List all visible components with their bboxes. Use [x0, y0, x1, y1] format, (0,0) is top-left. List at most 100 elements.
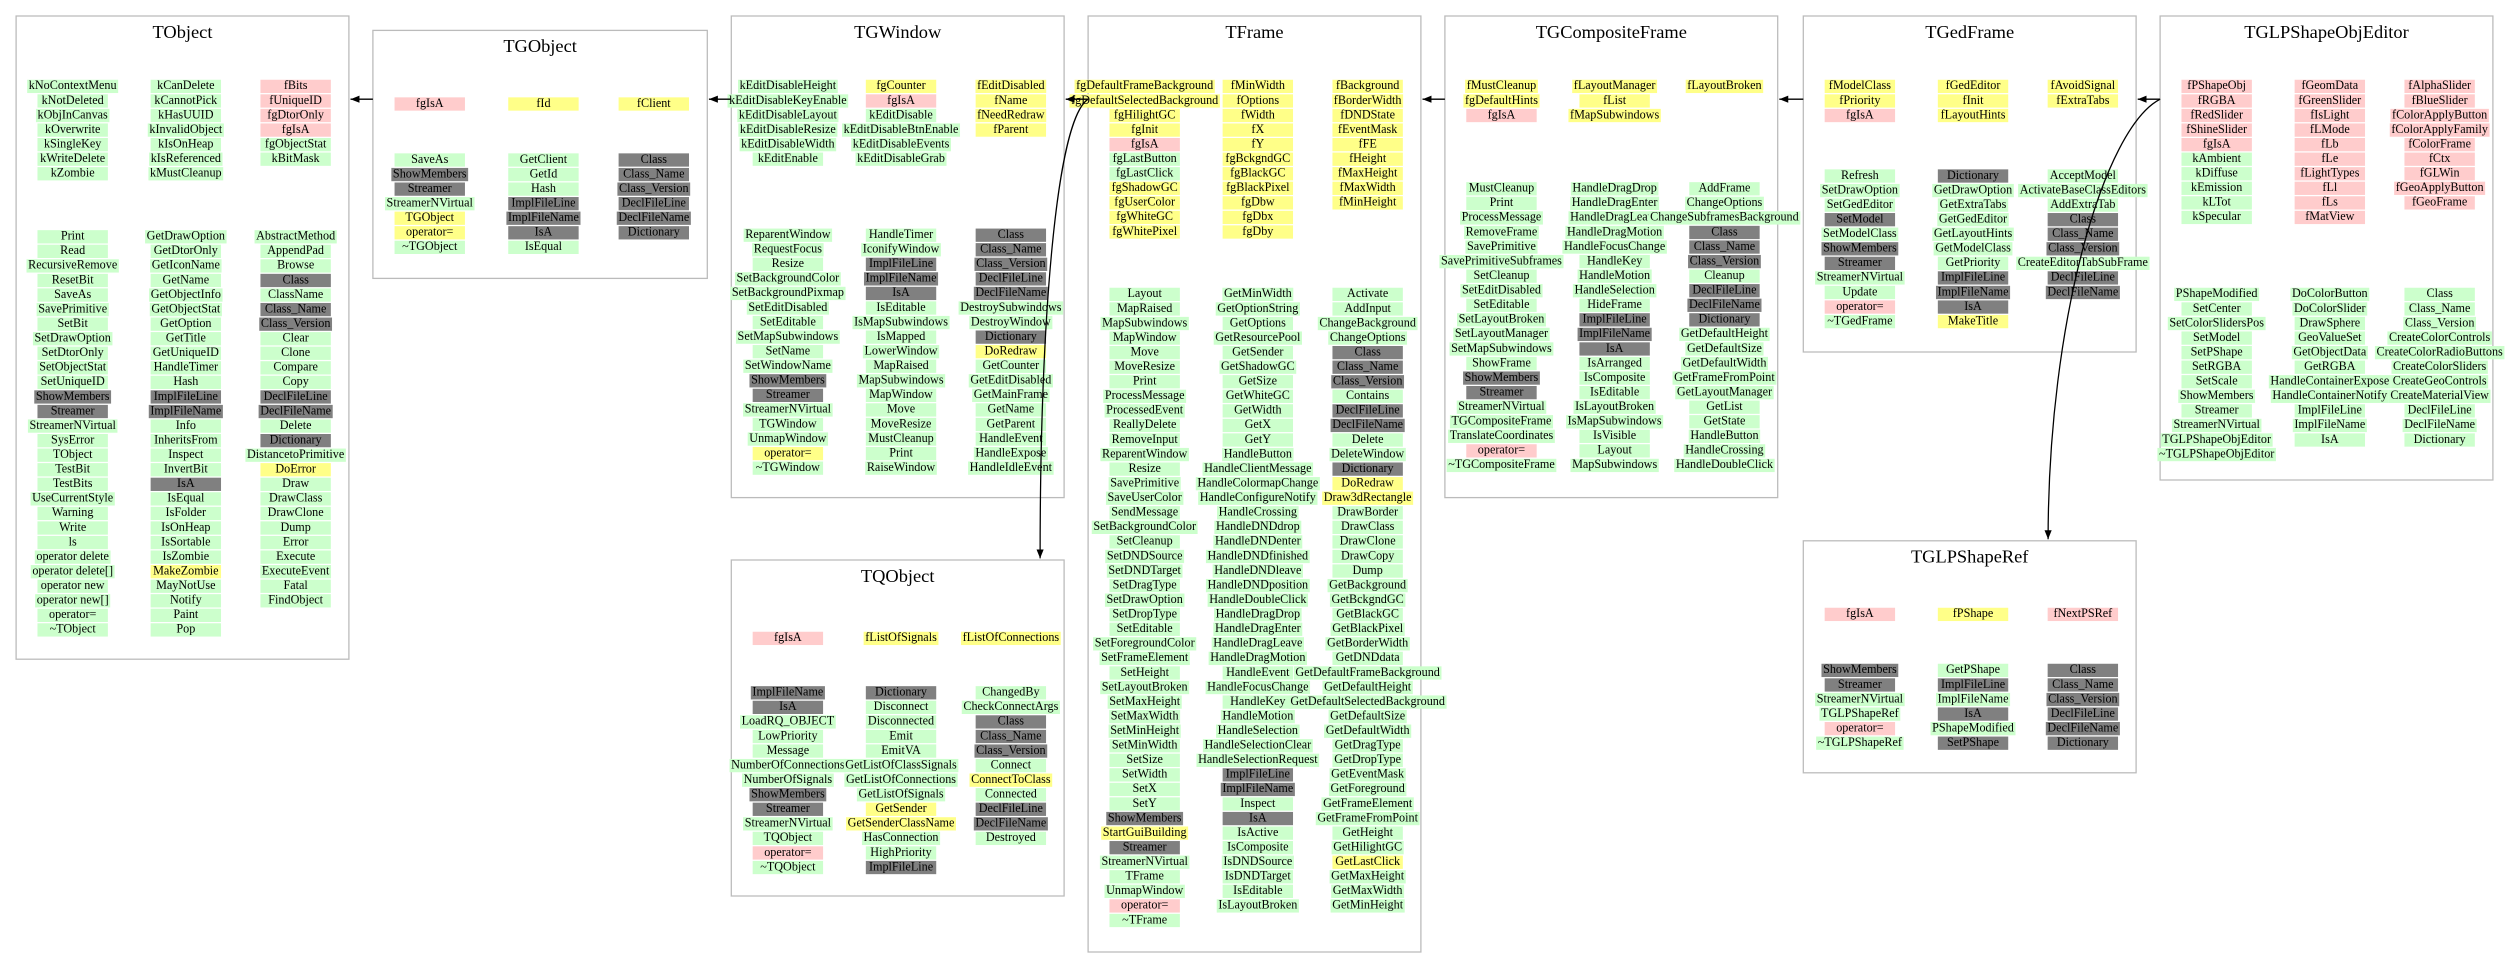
method-highlight — [2181, 346, 2252, 360]
member-highlight — [2389, 123, 2490, 137]
method-highlight — [1195, 477, 1320, 491]
method-name: SetY — [1133, 796, 1158, 810]
method-highlight — [2178, 389, 2256, 403]
method-highlight — [150, 419, 222, 433]
member-name: fBackground — [1336, 78, 1399, 92]
member-name: fMinWidth — [1231, 78, 1285, 92]
method-highlight — [245, 448, 346, 462]
method-name: AppendPad — [267, 243, 324, 257]
method-name: ~TQObject — [760, 859, 816, 873]
method-name: IsMapped — [877, 329, 926, 343]
method-name: Streamer — [1480, 384, 1524, 398]
method-name: ~TGLPShapeRef — [1818, 735, 1903, 749]
method-name: Notify — [170, 593, 203, 607]
method-highlight — [1456, 313, 1546, 327]
method-name: GetMainFrame — [974, 387, 1048, 401]
member-name: kEditDisableHeight — [740, 78, 837, 92]
method-highlight — [1466, 444, 1537, 458]
method-highlight — [1330, 418, 1405, 433]
method-name: GetSize — [1239, 374, 1277, 388]
method-highlight — [1672, 371, 1777, 385]
method-highlight — [747, 432, 829, 446]
method-highlight — [752, 243, 824, 257]
method-highlight — [1937, 707, 2009, 721]
method-highlight — [1321, 797, 1414, 811]
method-name: Connected — [985, 787, 1037, 801]
method-highlight — [1579, 429, 1650, 443]
method-highlight — [1101, 826, 1189, 840]
member-name: fListOfSignals — [865, 630, 937, 644]
method-highlight — [1109, 841, 1180, 855]
method-name: ClassName — [268, 287, 323, 301]
method-highlight — [746, 301, 829, 315]
method-highlight — [34, 550, 111, 564]
method-name: GetDefaultWidth — [1682, 355, 1766, 369]
method-highlight — [1685, 342, 1764, 356]
method-highlight — [1107, 695, 1182, 709]
method-highlight — [865, 403, 937, 417]
method-name: IsDNDSource — [1223, 854, 1292, 868]
method-highlight — [1679, 327, 1770, 342]
method-highlight — [1109, 346, 1180, 360]
method-highlight — [752, 388, 824, 402]
method-highlight — [2292, 418, 2367, 433]
method-name: IsMapSubwindows — [854, 314, 948, 328]
method-name: operator delete — [36, 549, 109, 563]
method-highlight — [846, 817, 956, 831]
method-name: Class — [2070, 662, 2097, 676]
method-name: DoRedraw — [1341, 475, 1394, 489]
method-highlight — [1222, 841, 1294, 855]
method-highlight — [1937, 198, 2009, 212]
method-name: Streamer — [766, 387, 810, 401]
method-name: Layout — [1597, 443, 1632, 457]
method-name: SetCleanup — [1117, 534, 1173, 548]
method-highlight — [1222, 447, 1294, 462]
method-name: MapRaised — [1117, 301, 1172, 315]
method-name: Dump — [1352, 563, 1382, 577]
member-name: fgObjectStat — [265, 136, 327, 150]
method-highlight — [862, 345, 940, 359]
class-boxes: TObject kNoContextMenukNotDeletedkObjInCa… — [15, 15, 2505, 953]
method-highlight — [1332, 302, 1403, 316]
method-highlight — [752, 744, 824, 758]
method-name: GetBackground — [1329, 577, 1406, 591]
method-highlight — [1220, 710, 1295, 724]
method-highlight — [1109, 462, 1180, 476]
method-highlight — [1221, 855, 1294, 869]
class-box: TObject kNoContextMenukNotDeletedkObjInCa… — [15, 15, 350, 660]
member-name: fgUserColor — [1114, 195, 1175, 209]
member-name: fgInit — [1131, 122, 1159, 136]
method-name: MapSubwindows — [1102, 315, 1187, 329]
method-name: GetHilightGC — [1333, 839, 1402, 853]
method-highlight — [1332, 753, 1403, 767]
member-name: fAlphaSlider — [2408, 78, 2471, 92]
method-name: Class — [1354, 344, 1381, 358]
method-name: SetDtorOnly — [42, 345, 105, 359]
member-highlight — [2181, 196, 2252, 210]
method-name: HideFrame — [1587, 297, 1642, 311]
method-name: GetListOfConnections — [846, 772, 956, 786]
method-highlight — [384, 197, 475, 211]
method-name: GetPShape — [1946, 662, 2000, 676]
member-highlight — [1685, 79, 1764, 94]
method-highlight — [150, 579, 222, 593]
method-name: StreamerNVirtual — [2173, 417, 2260, 431]
method-name: StreamerNVirtual — [1458, 399, 1545, 413]
method-name: Class — [2426, 286, 2453, 300]
method-name: ~TGObject — [402, 239, 458, 253]
member-highlight — [851, 138, 951, 152]
method-highlight — [1317, 316, 1418, 331]
member-highlight — [27, 79, 119, 94]
method-name: SetModelClass — [1823, 226, 1897, 240]
method-name: Class_Version — [1690, 253, 1760, 267]
member-highlight — [863, 631, 939, 646]
method-highlight — [1815, 692, 1905, 707]
method-name: SetLayoutBroken — [1459, 312, 1545, 326]
method-name: HandleDragEnter — [1572, 195, 1658, 209]
method-name: Cleanup — [1704, 268, 1745, 282]
method-highlight — [2403, 316, 2477, 331]
method-name: DeclFileLine — [979, 271, 1043, 285]
member-highlight — [1579, 94, 1650, 108]
method-highlight — [1456, 400, 1547, 414]
member-highlight — [1937, 607, 2009, 622]
